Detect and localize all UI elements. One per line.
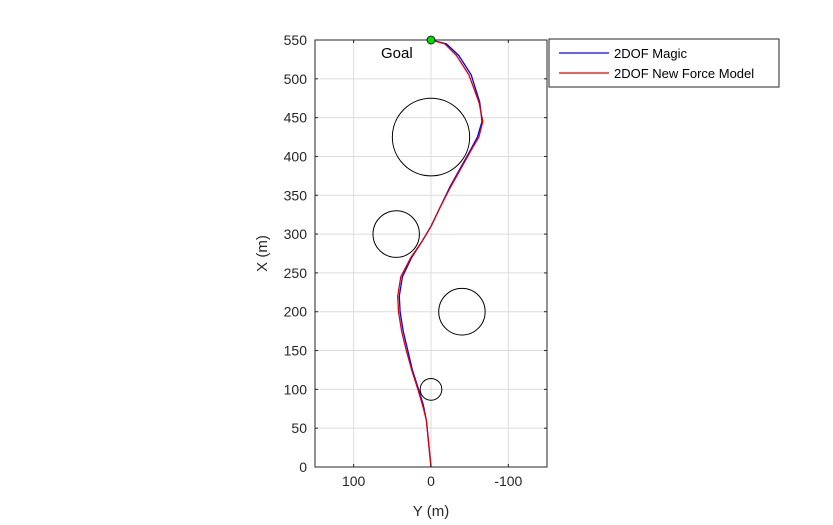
y-tick-label: 50	[291, 420, 307, 436]
obstacle-circle	[438, 287, 486, 336]
y-tick-label: 450	[284, 110, 308, 126]
legend-label-new-force-model: 2DOF New Force Model	[614, 66, 754, 81]
y-axis-label: X (m)	[254, 235, 271, 272]
goal-group: Goal	[381, 35, 436, 62]
y-tick-label: 200	[284, 304, 308, 320]
legend-label-2dof-magic: 2DOF Magic	[614, 46, 687, 61]
x-axis-label: Y (m)	[413, 503, 449, 520]
series-line-1	[397, 39, 484, 468]
goal-label: Goal	[381, 45, 413, 62]
obstacle-circle	[391, 97, 471, 177]
y-tick-label: 500	[284, 71, 308, 87]
obstacles	[372, 97, 486, 401]
axis-ticks: 100 0 -100 0 50 100 150 200 250 300 350 400 450 500 55…	[284, 32, 547, 489]
y-tick-label: 350	[284, 187, 308, 203]
series-line-0	[398, 39, 483, 468]
y-tick-label: 250	[284, 265, 308, 281]
y-tick-label: 0	[299, 459, 307, 475]
y-tick-label: 400	[284, 148, 308, 164]
y-tick-label: 300	[284, 226, 308, 242]
obstacle-circle	[419, 377, 443, 401]
legend-box	[548, 38, 780, 88]
grid-lines	[315, 39, 547, 468]
x-tick-label: -100	[494, 473, 522, 489]
obstacle-circle	[372, 210, 420, 258]
x-tick-label: 100	[342, 473, 366, 489]
y-tick-label: 150	[284, 343, 308, 359]
series-lines	[397, 39, 484, 468]
x-tick-label: 0	[427, 473, 435, 489]
goal-marker	[426, 35, 436, 45]
y-tick-label: 100	[284, 381, 308, 397]
y-tick-label: 550	[284, 32, 308, 48]
legend: 2DOF Magic 2DOF New Force Model	[548, 38, 780, 88]
